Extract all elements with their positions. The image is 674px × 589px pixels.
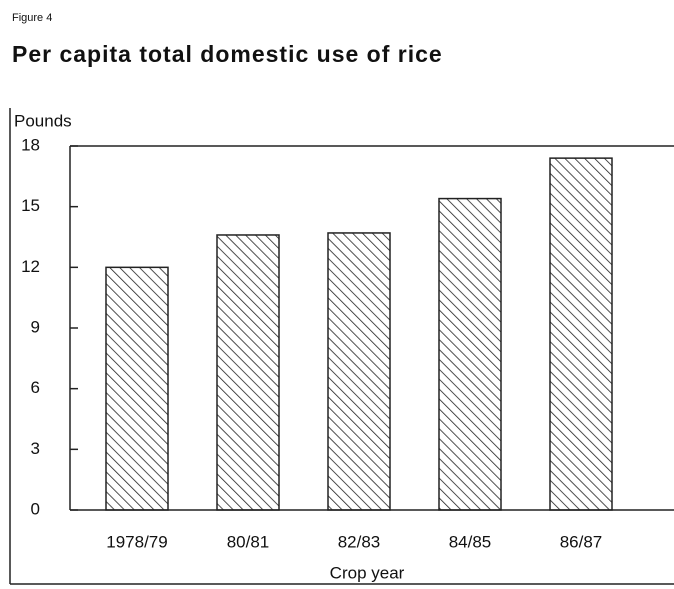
- figure-label: Figure 4: [12, 12, 52, 24]
- bar: [438, 197, 502, 511]
- y-tick-label: 6: [31, 378, 40, 397]
- bar: [549, 157, 613, 511]
- chart-title: Per capita total domestic use of rice: [12, 41, 443, 67]
- bar: [216, 234, 280, 511]
- bar: [327, 232, 391, 511]
- x-tick-label: 1978/79: [106, 532, 167, 551]
- x-tick-label: 86/87: [560, 532, 603, 551]
- x-tick-label: 80/81: [227, 532, 270, 551]
- y-tick-label: 0: [31, 499, 40, 518]
- x-tick-label: 84/85: [449, 532, 492, 551]
- y-axis-label: Pounds: [14, 111, 72, 130]
- x-tick-label: 82/83: [338, 532, 381, 551]
- y-tick-label: 3: [31, 439, 40, 458]
- y-tick-label: 18: [21, 135, 40, 154]
- y-tick-label: 12: [21, 257, 40, 276]
- y-tick-label: 15: [21, 196, 40, 215]
- y-tick-label: 9: [31, 317, 40, 336]
- x-axis-label: Crop year: [330, 563, 405, 582]
- bar: [105, 266, 169, 511]
